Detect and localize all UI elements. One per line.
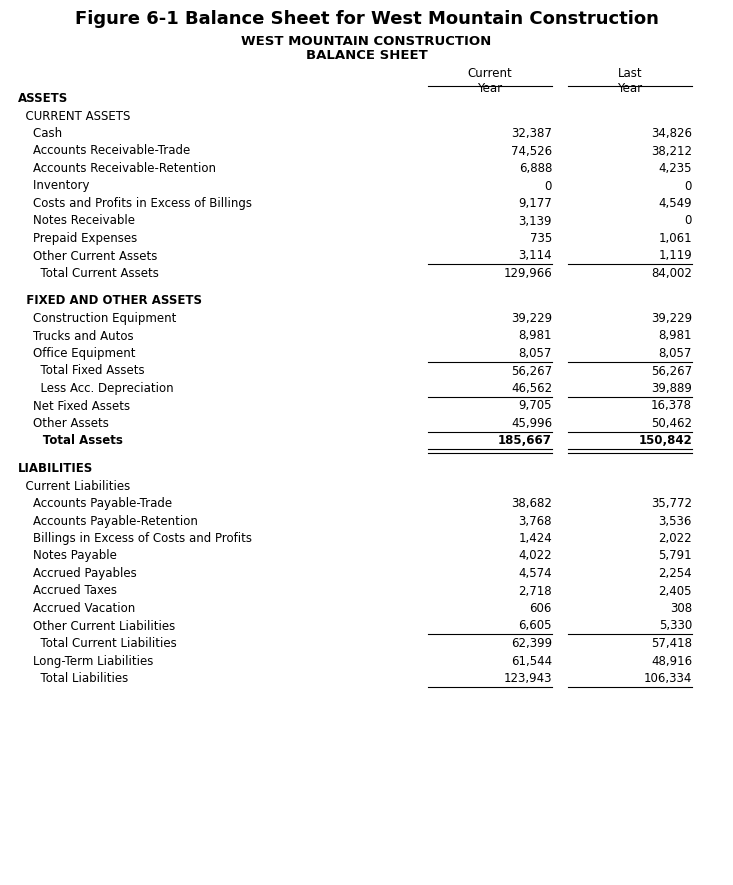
Text: 123,943: 123,943	[504, 672, 552, 685]
Text: Notes Receivable: Notes Receivable	[18, 214, 135, 227]
Text: 46,562: 46,562	[511, 382, 552, 395]
Text: 39,229: 39,229	[651, 312, 692, 325]
Text: 4,549: 4,549	[658, 197, 692, 210]
Text: 39,889: 39,889	[651, 382, 692, 395]
Text: 32,387: 32,387	[511, 127, 552, 140]
Text: Total Current Liabilities: Total Current Liabilities	[18, 637, 177, 650]
Text: 50,462: 50,462	[651, 417, 692, 430]
Text: Net Fixed Assets: Net Fixed Assets	[18, 399, 130, 412]
Text: 150,842: 150,842	[638, 435, 692, 448]
Text: 9,705: 9,705	[518, 399, 552, 412]
Text: 8,057: 8,057	[659, 347, 692, 360]
Text: Accrued Vacation: Accrued Vacation	[18, 602, 136, 615]
Text: 1,061: 1,061	[658, 232, 692, 245]
Text: 8,981: 8,981	[518, 329, 552, 342]
Text: FIXED AND OTHER ASSETS: FIXED AND OTHER ASSETS	[18, 295, 202, 307]
Text: 3,536: 3,536	[659, 514, 692, 527]
Text: 308: 308	[670, 602, 692, 615]
Text: 1,424: 1,424	[518, 532, 552, 545]
Text: 6,605: 6,605	[518, 620, 552, 633]
Text: 6,888: 6,888	[519, 162, 552, 175]
Text: Accrued Taxes: Accrued Taxes	[18, 584, 117, 597]
Text: Trucks and Autos: Trucks and Autos	[18, 329, 133, 342]
Text: 5,791: 5,791	[658, 550, 692, 563]
Text: 48,916: 48,916	[651, 655, 692, 667]
Text: Billings in Excess of Costs and Profits: Billings in Excess of Costs and Profits	[18, 532, 252, 545]
Text: 8,981: 8,981	[658, 329, 692, 342]
Text: 0: 0	[545, 180, 552, 193]
Text: Current
Year: Current Year	[468, 67, 512, 95]
Text: Accounts Payable-Retention: Accounts Payable-Retention	[18, 514, 198, 527]
Text: Total Liabilities: Total Liabilities	[18, 672, 128, 685]
Text: 56,267: 56,267	[651, 365, 692, 378]
Text: LIABILITIES: LIABILITIES	[18, 462, 93, 475]
Text: 45,996: 45,996	[511, 417, 552, 430]
Text: 4,235: 4,235	[658, 162, 692, 175]
Text: 2,254: 2,254	[658, 567, 692, 580]
Text: Other Current Assets: Other Current Assets	[18, 250, 158, 263]
Text: 3,768: 3,768	[518, 514, 552, 527]
Text: 74,526: 74,526	[511, 144, 552, 158]
Text: Cash: Cash	[18, 127, 62, 140]
Text: 2,405: 2,405	[658, 584, 692, 597]
Text: 185,667: 185,667	[498, 435, 552, 448]
Text: 129,966: 129,966	[504, 267, 552, 280]
Text: Inventory: Inventory	[18, 180, 89, 193]
Text: 106,334: 106,334	[644, 672, 692, 685]
Text: 9,177: 9,177	[518, 197, 552, 210]
Text: Figure 6-1 Balance Sheet for West Mountain Construction: Figure 6-1 Balance Sheet for West Mounta…	[75, 10, 658, 28]
Text: BALANCE SHEET: BALANCE SHEET	[306, 49, 427, 62]
Text: 4,574: 4,574	[518, 567, 552, 580]
Text: Less Acc. Depreciation: Less Acc. Depreciation	[18, 382, 174, 395]
Text: Last
Year: Last Year	[617, 67, 643, 95]
Text: Total Fixed Assets: Total Fixed Assets	[18, 365, 144, 378]
Text: Total Assets: Total Assets	[18, 435, 123, 448]
Text: 35,772: 35,772	[651, 497, 692, 510]
Text: 39,229: 39,229	[511, 312, 552, 325]
Text: Long-Term Liabilities: Long-Term Liabilities	[18, 655, 153, 667]
Text: 8,057: 8,057	[519, 347, 552, 360]
Text: 2,022: 2,022	[658, 532, 692, 545]
Text: Other Assets: Other Assets	[18, 417, 109, 430]
Text: 735: 735	[530, 232, 552, 245]
Text: 56,267: 56,267	[511, 365, 552, 378]
Text: 2,718: 2,718	[518, 584, 552, 597]
Text: CURRENT ASSETS: CURRENT ASSETS	[18, 110, 130, 122]
Text: WEST MOUNTAIN CONSTRUCTION: WEST MOUNTAIN CONSTRUCTION	[241, 35, 492, 48]
Text: 57,418: 57,418	[651, 637, 692, 650]
Text: 1,119: 1,119	[658, 250, 692, 263]
Text: Accounts Receivable-Retention: Accounts Receivable-Retention	[18, 162, 216, 175]
Text: 61,544: 61,544	[511, 655, 552, 667]
Text: Prepaid Expenses: Prepaid Expenses	[18, 232, 137, 245]
Text: 3,114: 3,114	[518, 250, 552, 263]
Text: 38,682: 38,682	[511, 497, 552, 510]
Text: 62,399: 62,399	[511, 637, 552, 650]
Text: Construction Equipment: Construction Equipment	[18, 312, 177, 325]
Text: 38,212: 38,212	[651, 144, 692, 158]
Text: Other Current Liabilities: Other Current Liabilities	[18, 620, 175, 633]
Text: Notes Payable: Notes Payable	[18, 550, 117, 563]
Text: Accrued Payables: Accrued Payables	[18, 567, 137, 580]
Text: Accounts Payable-Trade: Accounts Payable-Trade	[18, 497, 172, 510]
Text: Total Current Assets: Total Current Assets	[18, 267, 159, 280]
Text: 0: 0	[685, 180, 692, 193]
Text: Costs and Profits in Excess of Billings: Costs and Profits in Excess of Billings	[18, 197, 252, 210]
Text: 16,378: 16,378	[651, 399, 692, 412]
Text: Current Liabilities: Current Liabilities	[18, 480, 130, 492]
Text: Accounts Receivable-Trade: Accounts Receivable-Trade	[18, 144, 191, 158]
Text: 4,022: 4,022	[518, 550, 552, 563]
Text: 3,139: 3,139	[518, 214, 552, 227]
Text: 84,002: 84,002	[651, 267, 692, 280]
Text: Office Equipment: Office Equipment	[18, 347, 136, 360]
Text: 606: 606	[530, 602, 552, 615]
Text: 5,330: 5,330	[659, 620, 692, 633]
Text: 34,826: 34,826	[651, 127, 692, 140]
Text: ASSETS: ASSETS	[18, 92, 68, 105]
Text: 0: 0	[685, 214, 692, 227]
